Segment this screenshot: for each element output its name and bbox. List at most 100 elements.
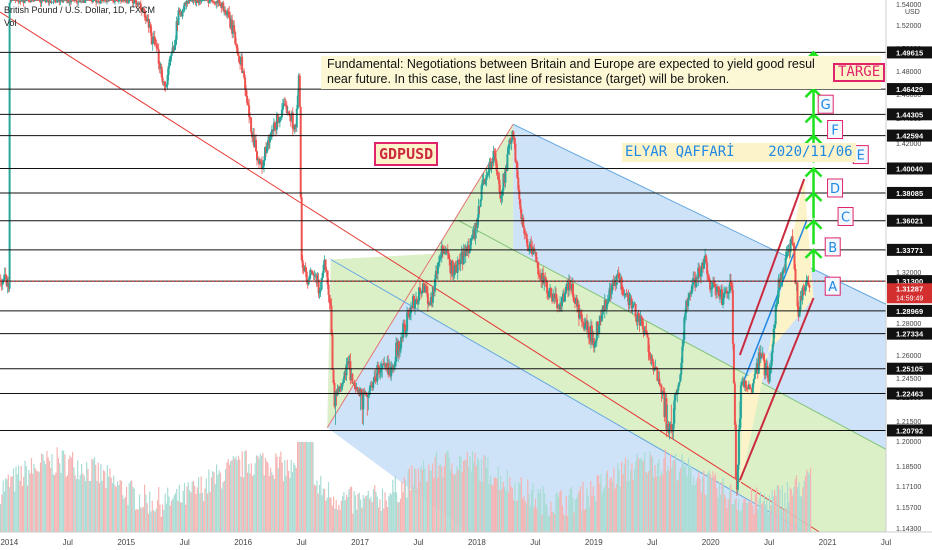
- candle-body: [54, 0, 57, 2]
- candle-body: [606, 301, 609, 304]
- candle-body: [305, 271, 308, 282]
- candle-body: [328, 295, 331, 304]
- volume-bar: [21, 485, 24, 532]
- volume-bar: [522, 498, 524, 532]
- volume-bar: [64, 454, 66, 532]
- volume-bar: [388, 495, 390, 532]
- volume-bar: [750, 487, 753, 532]
- volume-bar: [27, 485, 29, 532]
- volume-bar: [801, 496, 803, 532]
- candle-body: [794, 268, 797, 284]
- volume-bar: [9, 487, 11, 532]
- volume-bar: [358, 492, 360, 532]
- volume-bar: [442, 477, 444, 532]
- candle-body: [620, 277, 623, 291]
- volume-bar: [255, 455, 258, 532]
- volume-bar: [550, 501, 552, 532]
- volume-bar: [439, 463, 441, 532]
- candle-body: [269, 132, 272, 138]
- candle-body: [296, 95, 299, 109]
- candle-body: [277, 122, 280, 123]
- volume-bar: [639, 459, 641, 532]
- volume-bar: [227, 459, 229, 532]
- candle-body: [235, 43, 238, 45]
- candle-body: [287, 112, 290, 114]
- volume-bar: [567, 515, 569, 532]
- candle-body: [177, 10, 180, 25]
- candle-body: [593, 343, 596, 348]
- volume-bar: [383, 508, 385, 532]
- volume-bar: [554, 513, 556, 532]
- candle-body: [101, 0, 103, 1]
- candle-body: [45, 0, 48, 2]
- volume-bar: [579, 486, 582, 532]
- volume-bar: [730, 484, 732, 532]
- candle-body: [808, 285, 811, 288]
- volume-bar: [700, 492, 702, 532]
- candle-body: [524, 233, 527, 235]
- volume-bar: [433, 477, 435, 532]
- symbol-box-label: GDPUSD: [374, 142, 439, 166]
- candle-body: [721, 289, 723, 305]
- volume-bar: [351, 486, 353, 532]
- volume-bar: [96, 481, 98, 532]
- volume-bar: [192, 480, 195, 532]
- price-tick-label: 1.32000: [896, 270, 921, 277]
- volume-bar: [673, 459, 675, 532]
- price-tick-label: 1.18500: [896, 464, 921, 471]
- volume-bar: [374, 485, 376, 532]
- price-tick-label: 1.54000: [896, 2, 921, 9]
- volume-bar: [24, 460, 26, 532]
- candle-body: [161, 77, 164, 83]
- time-tick-label: 2018: [468, 538, 486, 547]
- volume-bar: [330, 497, 332, 532]
- wedge-mid-line: [742, 220, 808, 383]
- volume-bar: [464, 459, 466, 532]
- volume-bar: [0, 503, 2, 532]
- volume-bar: [795, 475, 798, 532]
- volume-bar: [334, 508, 336, 532]
- volume-bar: [563, 514, 565, 532]
- candle-body: [515, 161, 518, 163]
- candle-body: [154, 44, 157, 46]
- candle-body: [451, 261, 454, 275]
- candle-body: [658, 378, 661, 384]
- level-price-tag: [887, 162, 932, 175]
- volume-bar: [66, 475, 69, 532]
- candle-body: [493, 151, 496, 154]
- candle-body: [97, 0, 100, 2]
- candle-body: [651, 358, 654, 362]
- target-box-label: TARGE: [833, 63, 886, 82]
- volume-bar: [228, 464, 231, 532]
- candle-body: [62, 0, 65, 2]
- volume-bar: [226, 462, 228, 532]
- volume-bar: [786, 481, 789, 532]
- volume-bar: [671, 468, 673, 532]
- candle-body: [573, 296, 575, 303]
- volume-bar: [321, 495, 323, 532]
- volume-bar: [675, 453, 677, 532]
- volume-bar: [276, 456, 278, 532]
- volume-bar: [266, 461, 268, 532]
- volume-bar: [799, 496, 801, 532]
- volume-bar: [212, 471, 214, 532]
- volume-bar: [691, 485, 693, 532]
- volume-bar: [405, 480, 407, 532]
- volume-bar: [740, 510, 742, 532]
- volume-bar: [243, 477, 245, 532]
- candle-body: [353, 382, 356, 386]
- candle-body: [724, 291, 726, 294]
- candle-body: [798, 309, 801, 317]
- volume-bar: [569, 488, 571, 532]
- volume-bar: [484, 455, 486, 532]
- candle-body: [169, 56, 172, 60]
- candle-body: [155, 45, 158, 49]
- candle-body: [360, 389, 363, 393]
- candle-body: [405, 330, 408, 333]
- volume-bar: [509, 477, 511, 532]
- candle-body: [508, 139, 511, 149]
- candle-body: [244, 77, 247, 90]
- volume-bar: [268, 475, 270, 532]
- candle-body: [682, 339, 685, 347]
- volume-bar: [574, 499, 576, 532]
